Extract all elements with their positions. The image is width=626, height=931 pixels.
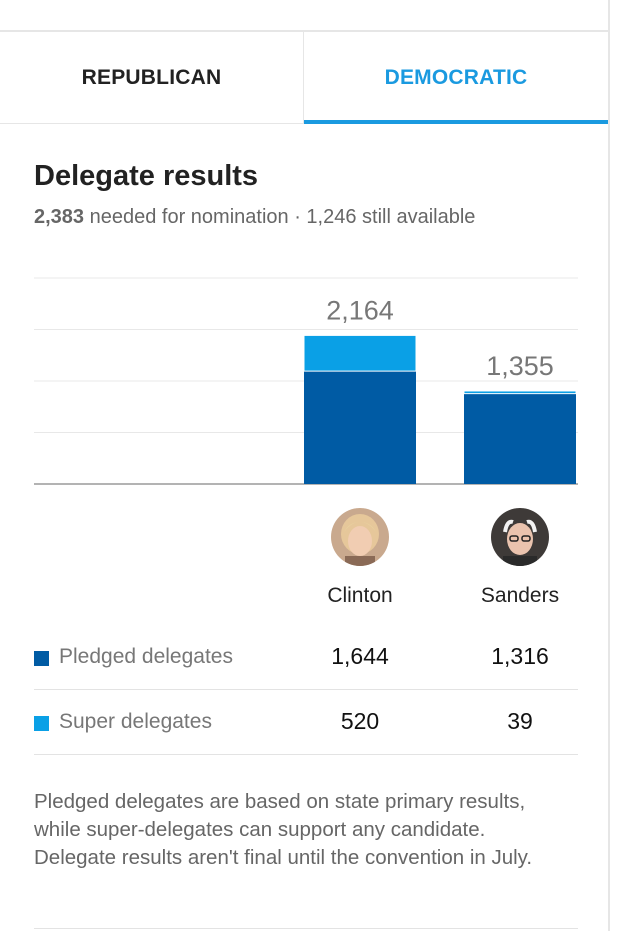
sanders-portrait-icon: [491, 508, 549, 566]
needed-suffix: needed for nomination · 1,246 still avai…: [84, 206, 476, 228]
bar-super-delegates-clinton: [303, 334, 417, 372]
candidate-name-clinton: Clinton: [327, 584, 393, 607]
top-divider: [0, 30, 608, 32]
tab-republican[interactable]: REPUBLICAN: [0, 32, 304, 124]
bar-pledged-delegates-sanders: [464, 393, 576, 484]
candidate-name-sanders: Sanders: [480, 584, 560, 607]
row-value-clinton: 1,644: [331, 643, 389, 669]
bottom-divider: [34, 928, 578, 929]
page-title: Delegate results: [34, 160, 259, 192]
needed-count: 2,383: [34, 206, 85, 228]
row-value-sanders: 1,316: [491, 643, 549, 669]
sanders-avatar: [491, 508, 549, 566]
row-value-clinton: 520: [340, 708, 380, 734]
row-value-sanders: 39: [507, 708, 533, 734]
pledged-swatch: [34, 651, 49, 666]
total-label-clinton: 2,164: [326, 295, 394, 325]
party-tabs: REPUBLICAN DEMOCRATIC: [0, 32, 608, 124]
clinton-avatar: [331, 508, 389, 566]
tab-democratic[interactable]: DEMOCRATIC: [304, 32, 608, 124]
bar-super-delegates-sanders: [463, 390, 577, 395]
row-label: Pledged delegates: [59, 645, 233, 668]
bar-pledged-delegates-clinton: [304, 371, 416, 484]
total-label-sanders: 1,355: [486, 351, 554, 381]
row-label: Super delegates: [59, 710, 212, 733]
delegate-bar-chart: 2,164 1,355: [34, 277, 578, 485]
nomination-summary: 2,383 needed for nomination · 1,246 stil…: [34, 206, 475, 229]
table-row: Super delegates 520 39: [34, 690, 578, 755]
table-row: Pledged delegates 1,644 1,316: [34, 625, 578, 690]
footnote: Pledged delegates are based on state pri…: [34, 790, 533, 869]
clinton-portrait-icon: [331, 508, 389, 566]
super-swatch: [34, 716, 49, 731]
delegate-results-card: REPUBLICAN DEMOCRATIC Delegate results 2…: [0, 0, 610, 931]
